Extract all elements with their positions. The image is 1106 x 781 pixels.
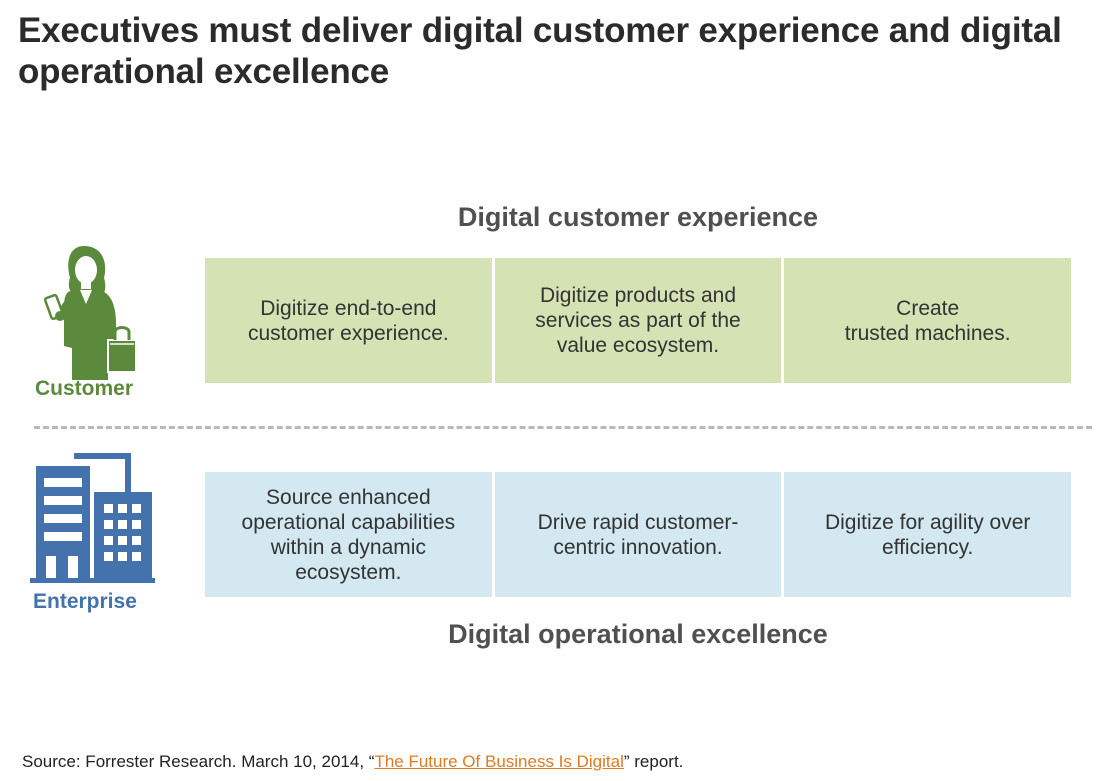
source-suffix: ” report. <box>623 752 684 771</box>
cell-line: Create <box>896 296 960 320</box>
enterprise-label: Enterprise <box>33 590 137 613</box>
source-citation: Source: Forrester Research. March 10, 20… <box>22 752 683 772</box>
operational-excellence-heading: Digital operational excellence <box>448 619 828 649</box>
cx-cell-end-to-end: Digitize end-to-end customer experience. <box>205 258 492 383</box>
slide-title: Executives must deliver digital customer… <box>18 11 1062 91</box>
cell-line: centric innovation. <box>553 535 723 559</box>
cell-line: services as part of the <box>535 309 741 332</box>
cx-cell-products-services: Digitize products and services as part o… <box>494 258 782 383</box>
source-prefix: Source: Forrester Research. March 10, 20… <box>22 752 375 771</box>
ox-cell-rapid-innovation: Drive rapid customer- centric innovation… <box>494 472 782 597</box>
customer-experience-heading: Digital customer experience <box>457 202 819 232</box>
businesswoman-icon <box>43 246 137 380</box>
cell-line: Drive rapid customer- <box>537 510 739 534</box>
operational-excellence-row: Source enhanced operational capabilities… <box>205 472 1072 597</box>
cell-line: Digitize end-to-end <box>260 296 437 320</box>
report-link[interactable]: The Future Of Business Is Digital <box>374 752 624 771</box>
cell-line: Digitize for agility over <box>824 510 1031 534</box>
customer-label: Customer <box>35 377 134 400</box>
cell-line: efficiency. <box>881 535 974 559</box>
office-building-icon <box>30 453 155 583</box>
cell-line: Digitize products and <box>539 284 737 307</box>
cell-line: operational capabilities <box>241 510 456 534</box>
cell-line: ecosystem. <box>295 560 402 584</box>
ox-cell-source-capabilities: Source enhanced operational capabilities… <box>205 472 492 597</box>
cell-line: value ecosystem. <box>556 334 720 357</box>
section-divider <box>34 426 1092 429</box>
customer-experience-row: Digitize end-to-end customer experience.… <box>205 258 1072 383</box>
cx-cell-trusted-machines: Create trusted machines. <box>784 258 1072 383</box>
cell-line: customer experience. <box>247 321 449 345</box>
cell-line: Source enhanced <box>266 485 431 509</box>
cell-line: trusted machines. <box>844 321 1011 345</box>
cell-line: within a dynamic <box>270 535 426 559</box>
ox-cell-agility: Digitize for agility over efficiency. <box>784 472 1072 597</box>
